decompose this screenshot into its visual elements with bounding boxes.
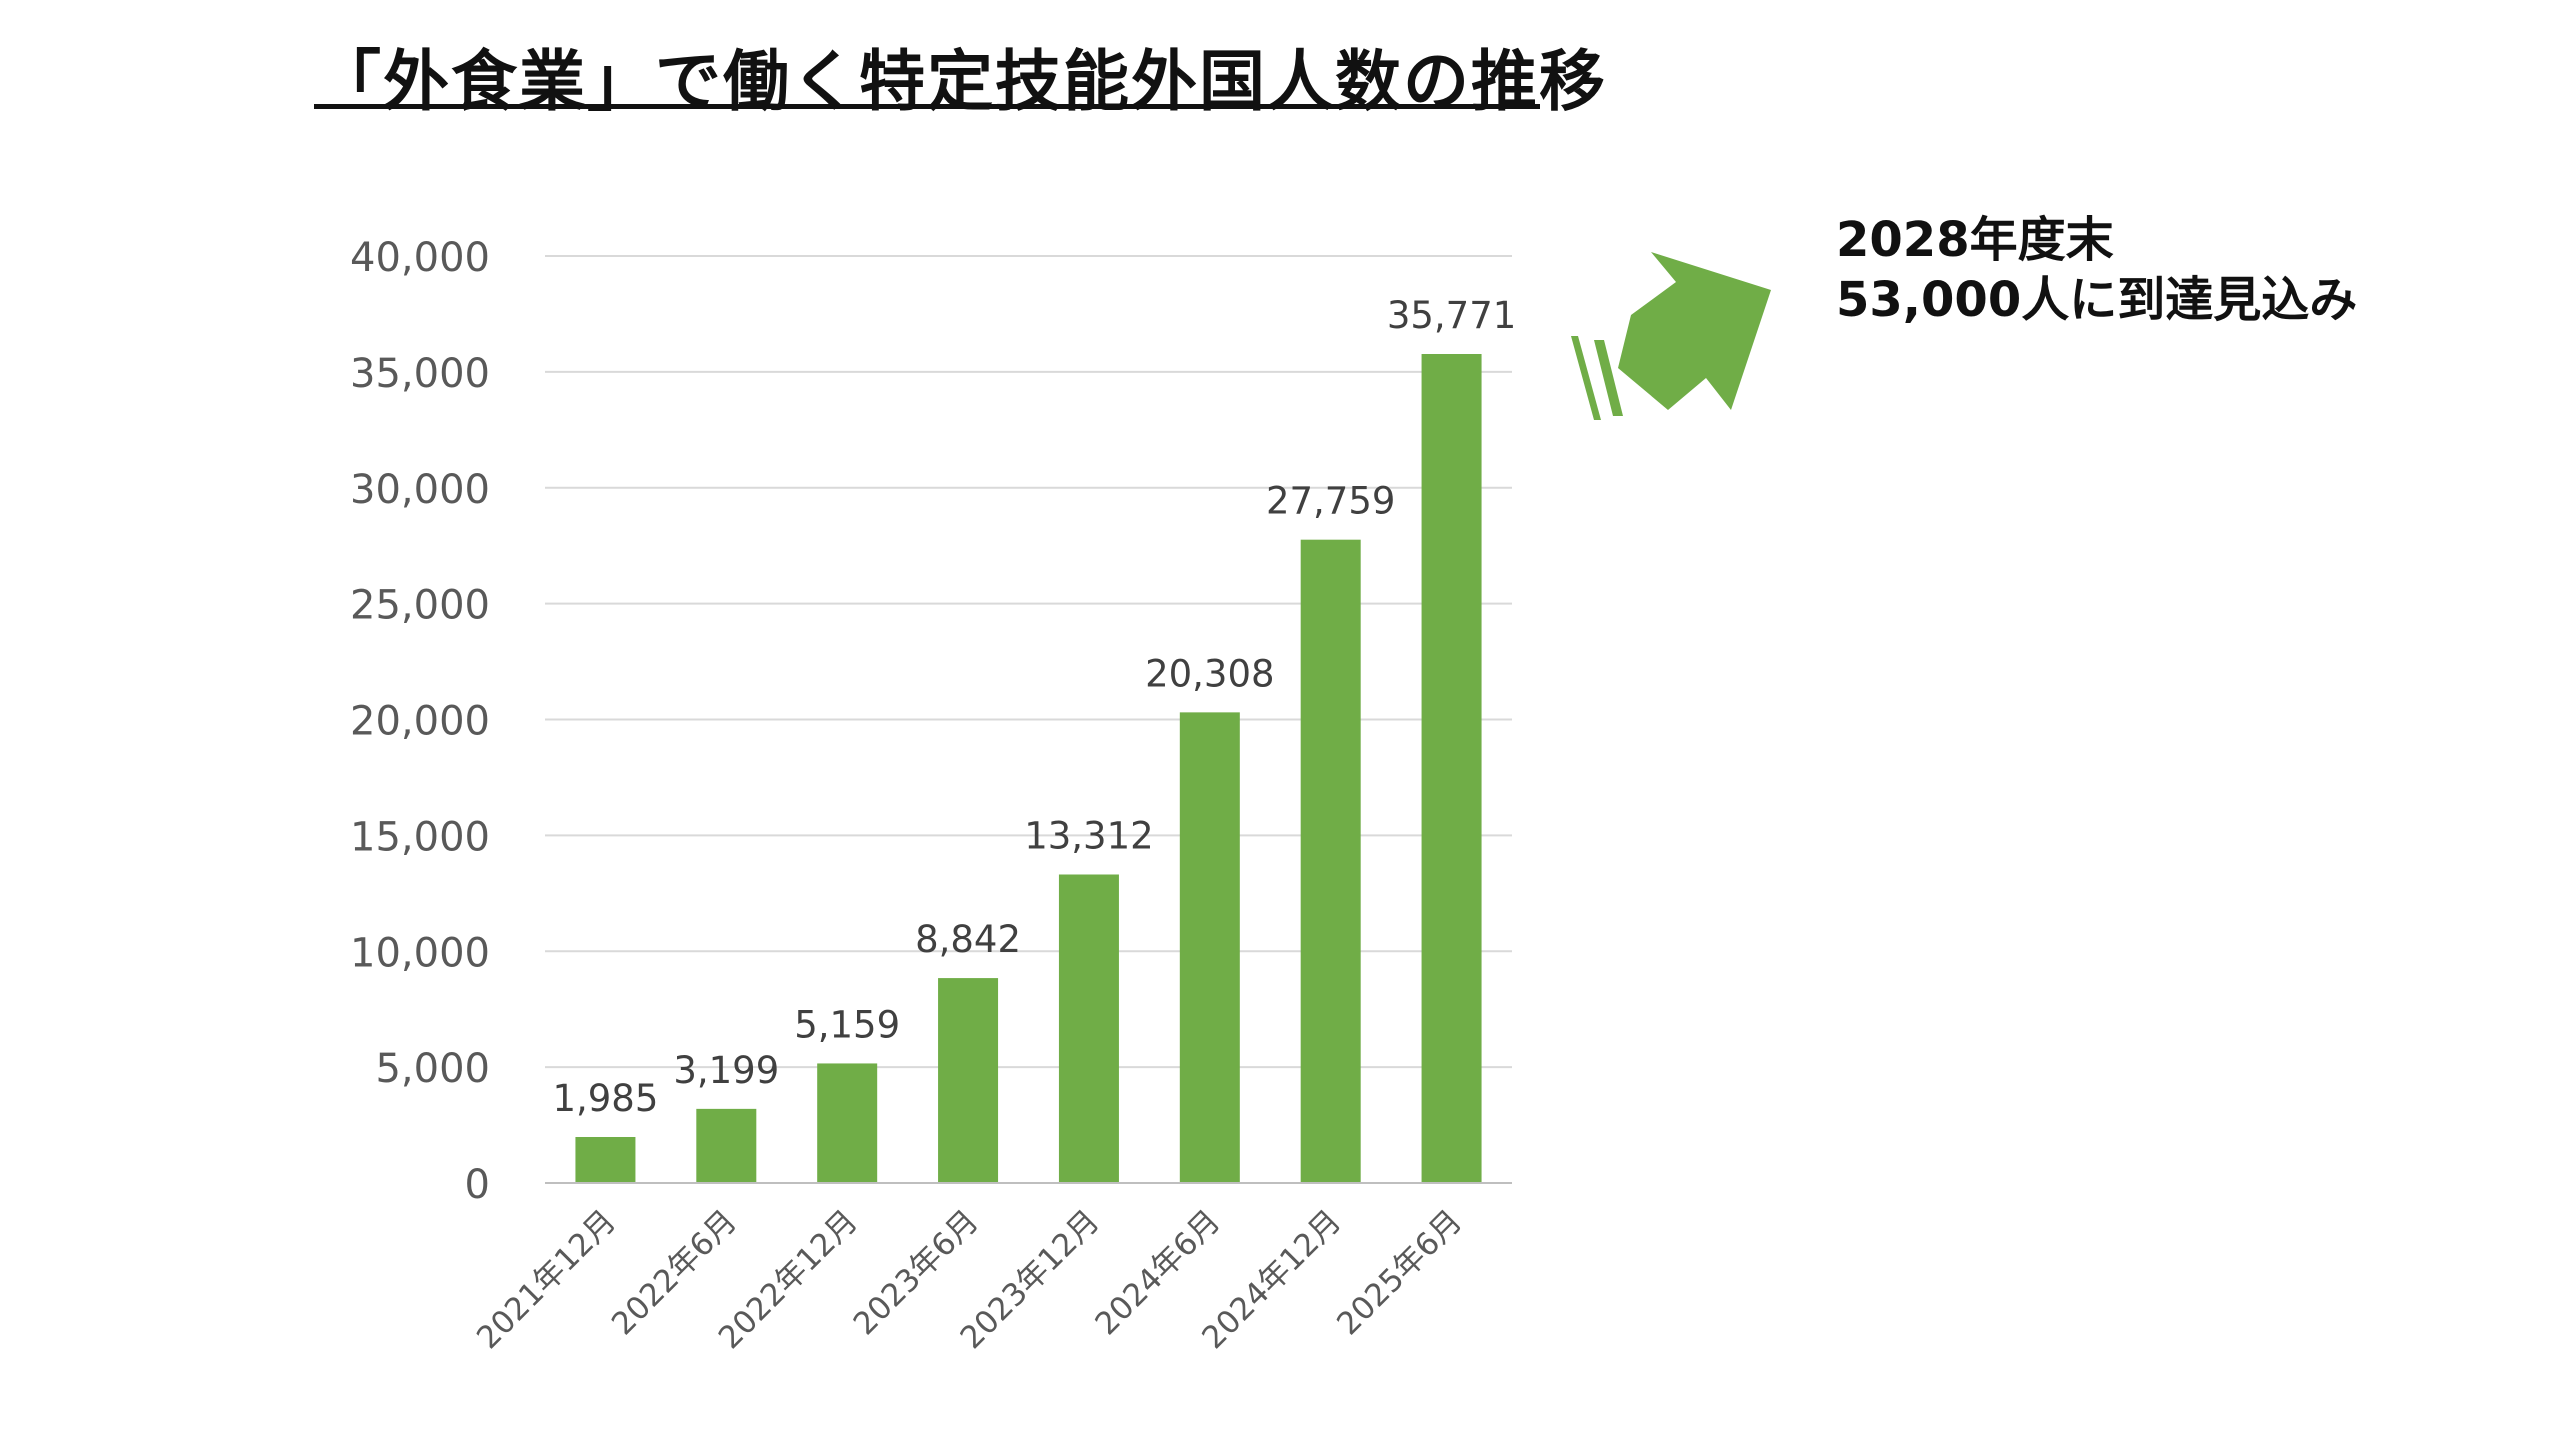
- up-right-arrow-icon: [1571, 252, 1771, 420]
- data-labels: 1,985 3,199 5,159 8,842 13,312 20,308 27,759 35…: [552, 294, 1516, 1120]
- title-underline: [314, 104, 1540, 109]
- bar: [1058, 874, 1119, 1183]
- bar: [696, 1108, 757, 1183]
- arrow-body: [1618, 252, 1771, 410]
- y-tick-label: 5,000: [375, 1046, 490, 1092]
- bar: [1421, 354, 1482, 1183]
- x-tick-label: 2025年6月: [1330, 1203, 1469, 1342]
- y-tick-label: 10,000: [350, 930, 490, 976]
- bar: [575, 1136, 636, 1183]
- bar: [1179, 712, 1240, 1183]
- bar: [938, 978, 999, 1183]
- data-label: 20,308: [1145, 652, 1274, 695]
- x-tick-label: 2021年12月: [470, 1203, 623, 1356]
- data-label: 13,312: [1024, 814, 1153, 857]
- y-tick-label: 25,000: [350, 583, 490, 629]
- y-tick-label: 0: [465, 1162, 490, 1208]
- y-tick-label: 40,000: [350, 235, 490, 281]
- arrow-stripe: [1571, 336, 1601, 420]
- data-label: 3,199: [673, 1049, 779, 1092]
- data-label: 35,771: [1387, 294, 1516, 337]
- y-tick-label: 35,000: [350, 351, 490, 397]
- bar: [817, 1063, 878, 1183]
- bar: [1300, 539, 1361, 1183]
- y-tick-label: 15,000: [350, 814, 490, 860]
- x-axis-tick-labels: 2021年12月2022年6月2022年12月2023年6月2023年12月20…: [470, 1203, 1469, 1356]
- bars: [575, 354, 1482, 1183]
- y-tick-label: 20,000: [350, 699, 490, 745]
- y-tick-label: 30,000: [350, 467, 490, 513]
- forecast-note: 2028年度末 53,000人に到達見込み: [1836, 210, 2357, 330]
- y-axis-tick-labels: 0 5,000 10,000 15,000 20,000 25,000 30,000 35,0…: [350, 235, 490, 1208]
- arrow-stripe: [1594, 340, 1623, 416]
- forecast-note-line2: 53,000人に到達見込み: [1836, 272, 2358, 328]
- data-label: 1,985: [552, 1077, 658, 1120]
- data-label: 5,159: [794, 1003, 900, 1046]
- data-label: 8,842: [915, 918, 1021, 961]
- data-label: 27,759: [1266, 480, 1395, 523]
- gridlines: [545, 255, 1512, 1069]
- forecast-note-line1: 2028年度末: [1836, 212, 2114, 268]
